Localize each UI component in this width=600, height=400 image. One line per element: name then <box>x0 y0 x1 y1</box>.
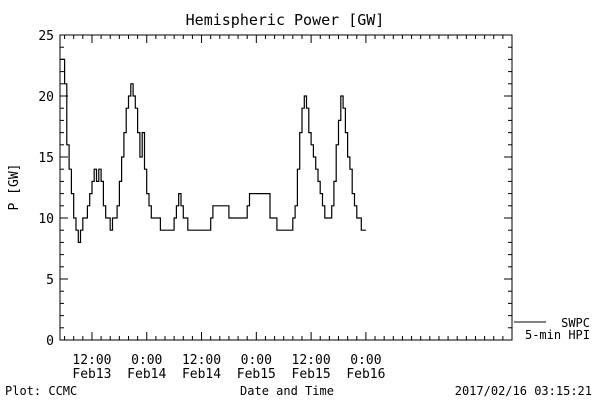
x-tick-time-label: 12:00 <box>182 353 221 368</box>
x-tick-date-label: Feb16 <box>346 367 385 382</box>
x-tick-time-label: 0:00 <box>350 353 381 368</box>
legend-line1: SWPC <box>561 316 590 330</box>
y-tick-label: 15 <box>38 151 54 166</box>
x-axis: 12:00Feb130:00Feb1412:00Feb140:00Feb1512… <box>64 35 513 382</box>
x-tick-date-label: Feb14 <box>127 367 166 382</box>
x-tick-time-label: 0:00 <box>131 353 162 368</box>
y-axis: 0 5 10 15 20 25 <box>38 29 512 349</box>
legend: SWPC 5-min HPI <box>514 316 590 342</box>
hemispheric-power-line <box>60 58 366 243</box>
x-tick-date-label: Feb13 <box>72 367 111 382</box>
chart-title: Hemispheric Power [GW] <box>186 11 385 29</box>
x-tick-time-label: 0:00 <box>241 353 272 368</box>
x-tick-date-label: Feb15 <box>237 367 276 382</box>
y-tick-label: 0 <box>46 334 54 349</box>
y-tick-label: 20 <box>38 90 54 105</box>
x-axis-label: Date and Time <box>240 384 334 398</box>
footer-timestamp: 2017/02/16 03:15:21 <box>455 384 592 398</box>
legend-line2: 5-min HPI <box>525 328 590 342</box>
footer-plot-credit: Plot: CCMC <box>5 384 77 398</box>
x-tick-date-label: Feb14 <box>182 367 221 382</box>
y-tick-label: 5 <box>46 273 54 288</box>
y-tick-label: 25 <box>38 29 54 44</box>
y-axis-label: P [GW] <box>7 164 22 211</box>
x-tick-date-label: Feb15 <box>292 367 331 382</box>
x-tick-time-label: 12:00 <box>72 353 111 368</box>
plot-frame <box>59 34 513 341</box>
y-tick-label: 10 <box>38 212 54 227</box>
x-tick-time-label: 12:00 <box>292 353 331 368</box>
